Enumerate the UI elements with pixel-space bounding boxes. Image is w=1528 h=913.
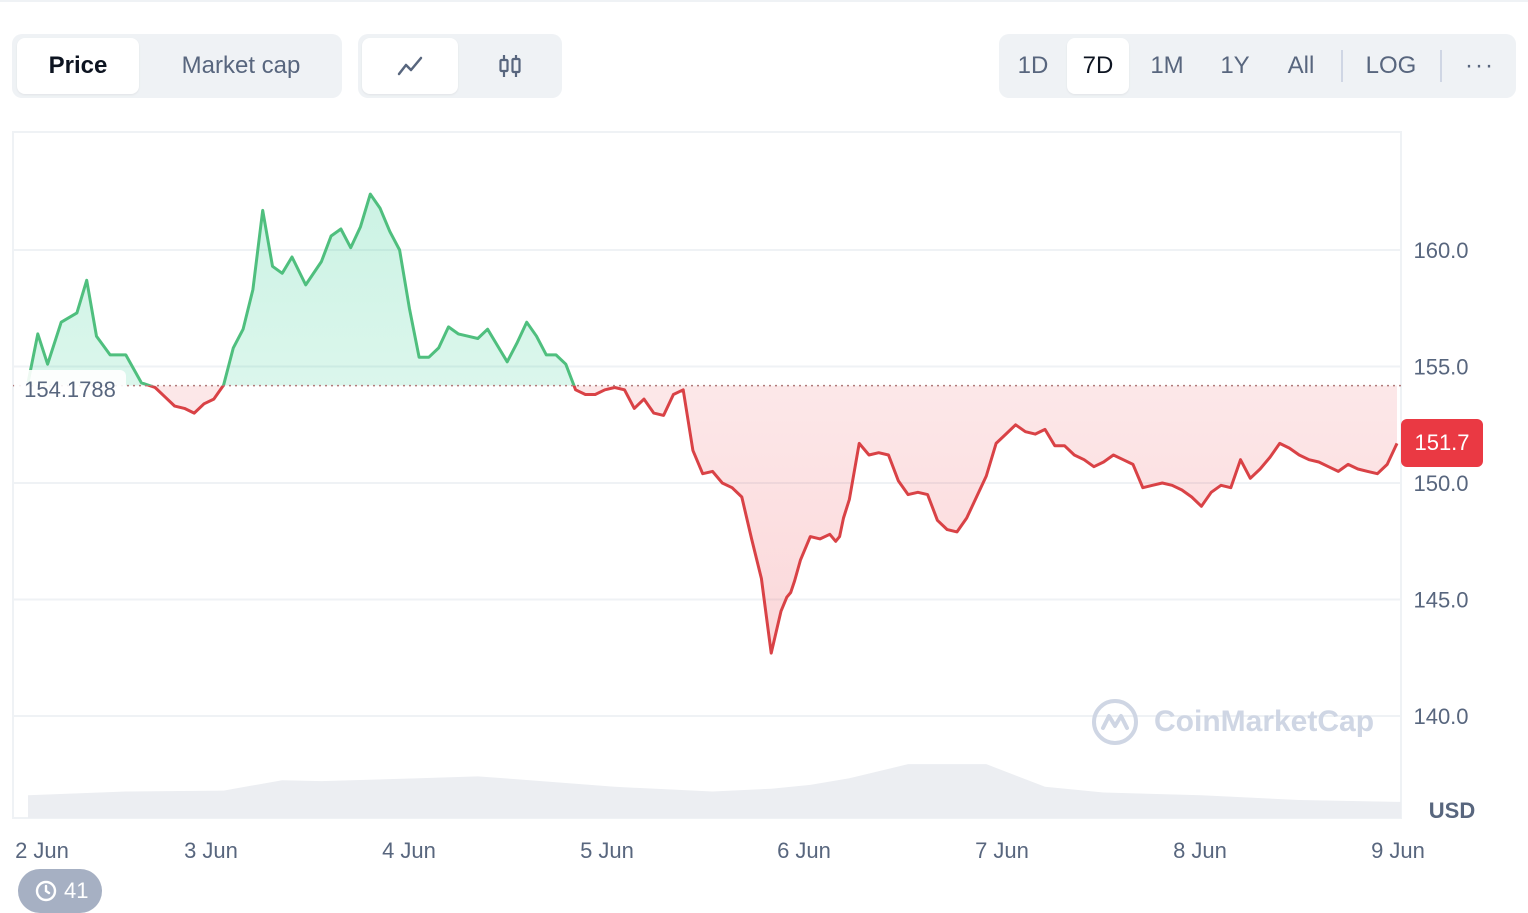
x-tick-label: 8 Jun xyxy=(1173,838,1227,863)
x-axis: 2 Jun 3 Jun 4 Jun 5 Jun 6 Jun 7 Jun 8 Jun 9 Jun xyxy=(15,838,1425,863)
line-chart-button[interactable] xyxy=(362,38,458,94)
x-tick-label: 3 Jun xyxy=(184,838,238,863)
currency-label: USD xyxy=(1429,798,1475,823)
candlestick-icon xyxy=(499,55,521,77)
line-chart-icon xyxy=(397,56,423,76)
watermark: CoinMarketCap xyxy=(1090,696,1374,748)
volume-area xyxy=(28,764,1401,818)
range-1d-button[interactable]: 1D xyxy=(1017,52,1049,79)
top-divider xyxy=(0,0,1528,2)
range-1y-button[interactable]: 1Y xyxy=(1220,52,1250,79)
y-axis: 160.0 155.0 150.0 145.0 140.0 USD xyxy=(1413,238,1475,823)
history-badge[interactable]: 41 xyxy=(18,869,102,913)
x-tick-label: 6 Jun xyxy=(777,838,831,863)
range-divider xyxy=(1341,50,1343,82)
chart-type-toggle xyxy=(358,34,562,98)
x-tick-label: 9 Jun xyxy=(1371,838,1425,863)
log-scale-button[interactable]: LOG xyxy=(1365,52,1417,79)
y-tick-label: 145.0 xyxy=(1413,588,1468,613)
price-area-up xyxy=(28,194,1397,386)
price-area xyxy=(28,194,1397,654)
x-tick-label: 5 Jun xyxy=(580,838,634,863)
price-tab[interactable]: Price xyxy=(17,38,139,94)
price-chart[interactable]: 160.0 155.0 150.0 145.0 140.0 USD 2 Jun 3 Jun 4… xyxy=(0,0,1528,894)
range-all-button[interactable]: All xyxy=(1287,52,1315,79)
more-options-button[interactable]: ··· xyxy=(1465,52,1495,79)
x-tick-label: 7 Jun xyxy=(975,838,1029,863)
clock-history-icon xyxy=(35,880,57,902)
range-1m-button[interactable]: 1M xyxy=(1150,52,1184,79)
price-line-down xyxy=(145,385,1399,655)
price-area-down xyxy=(149,385,1397,654)
y-tick-label: 150.0 xyxy=(1413,471,1468,496)
x-tick-label: 2 Jun xyxy=(15,838,69,863)
market-cap-tab[interactable]: Market cap xyxy=(181,52,301,79)
price-line xyxy=(26,192,1399,655)
y-tick-label: 160.0 xyxy=(1413,238,1468,263)
baseline-value-label: 154.1788 xyxy=(14,370,126,410)
metric-toggle: Price Market cap xyxy=(12,34,342,98)
range-toggle: 1D 7D 1M 1Y All LOG ··· xyxy=(999,34,1516,98)
candlestick-button[interactable] xyxy=(462,38,558,94)
y-tick-label: 155.0 xyxy=(1413,355,1468,380)
x-tick-label: 4 Jun xyxy=(382,838,436,863)
coinmarketcap-logo-icon xyxy=(1092,699,1138,745)
current-price-label: 151.7 xyxy=(1401,419,1483,467)
history-count: 41 xyxy=(64,878,89,903)
log-divider xyxy=(1440,50,1442,82)
y-tick-label: 140.0 xyxy=(1413,704,1468,729)
range-7d-button[interactable]: 7D xyxy=(1067,38,1129,94)
price-line-up xyxy=(26,192,576,386)
volume-bars xyxy=(28,764,1401,818)
watermark-text: CoinMarketCap xyxy=(1154,705,1375,738)
